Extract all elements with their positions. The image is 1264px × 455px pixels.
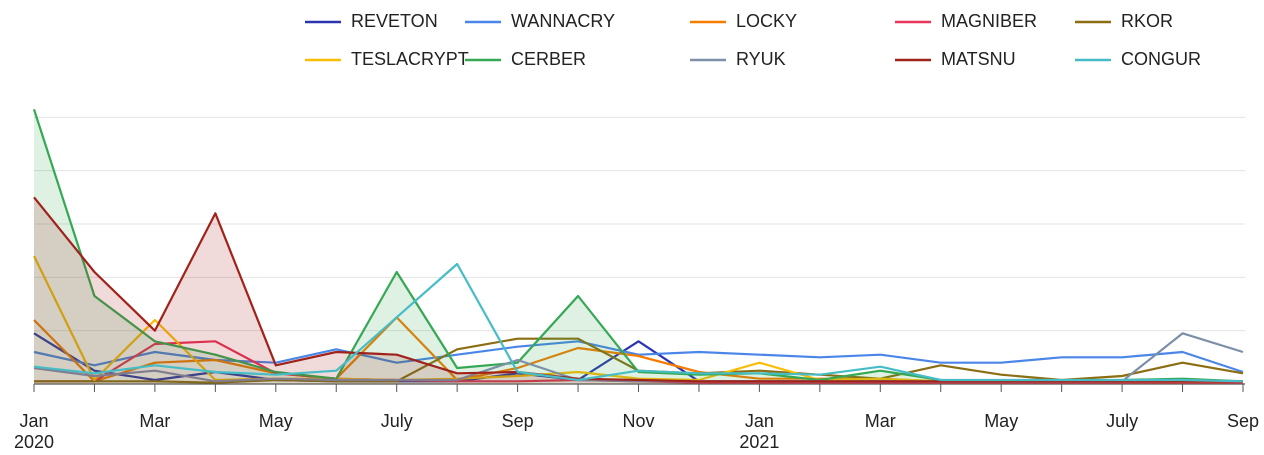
x-tick-label: July: [1106, 411, 1138, 431]
legend-label: MATSNU: [941, 49, 1016, 69]
legend-label: TESLACRYPT: [351, 49, 469, 69]
year-label: 2021: [739, 432, 779, 452]
x-tick-label: Sep: [1227, 411, 1259, 431]
legend-label: RYUK: [736, 49, 786, 69]
legend-label: CERBER: [511, 49, 586, 69]
legend-label: MAGNIBER: [941, 11, 1037, 31]
legend-label: WANNACRY: [511, 11, 615, 31]
area: [34, 109, 1243, 384]
x-tick-label: July: [381, 411, 413, 431]
line: [33, 196, 1243, 383]
legend-label: CONGUR: [1121, 49, 1201, 69]
year-label: 2020: [14, 432, 54, 452]
x-tick-label: Mar: [139, 411, 170, 431]
x-tick-label: Mar: [865, 411, 896, 431]
legend-label: RKOR: [1121, 11, 1173, 31]
legend-label: REVETON: [351, 11, 438, 31]
line: [33, 262, 1244, 383]
legend-label: LOCKY: [736, 11, 797, 31]
x-tick-label: Jan: [745, 411, 774, 431]
x-tick-label: Sep: [502, 411, 534, 431]
x-tick-label: Nov: [622, 411, 654, 431]
x-tick-label: Jan: [19, 411, 48, 431]
x-tick-label: May: [984, 411, 1018, 431]
x-tick-label: May: [259, 411, 293, 431]
